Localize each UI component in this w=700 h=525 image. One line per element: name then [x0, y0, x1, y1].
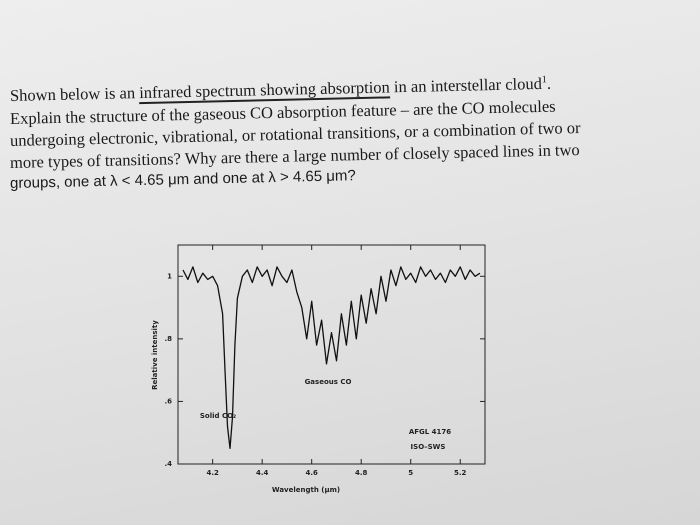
x-tick-label: 4.4 — [256, 469, 269, 477]
y-tick-label: .8 — [164, 335, 172, 343]
y-tick-label: .4 — [164, 460, 172, 468]
x-tick-label: 4.6 — [305, 469, 318, 477]
y-tick-label: .6 — [164, 397, 172, 405]
x-axis-label: Wavelength (μm) — [272, 486, 340, 494]
annotation: ISO–SWS — [411, 443, 446, 451]
annotation: Gaseous CO — [305, 378, 352, 386]
x-tick-label: 4.8 — [355, 469, 368, 477]
annotation: AFGL 4176 — [409, 428, 451, 436]
y-axis-label: Relative intensity — [151, 320, 159, 390]
annotation: Solid CO₂ — [200, 412, 236, 420]
spectrum-line — [182, 266, 481, 450]
plot-frame — [177, 244, 486, 465]
x-tick-label: 4.2 — [206, 469, 219, 477]
y-tick-label: 1 — [167, 272, 172, 280]
x-tick-label: 5.2 — [454, 469, 467, 477]
x-tick-label: 5 — [408, 469, 413, 477]
